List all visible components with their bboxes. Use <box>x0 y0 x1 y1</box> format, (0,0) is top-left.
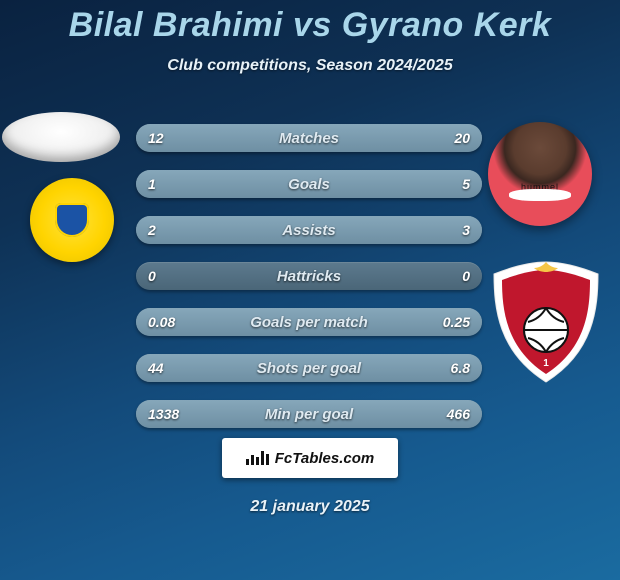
stat-value-left: 2 <box>148 216 156 244</box>
date-text: 21 january 2025 <box>0 498 620 516</box>
stat-value-left: 0.08 <box>148 308 175 336</box>
club-crest-left <box>30 178 114 262</box>
stat-value-right: 20 <box>454 124 470 152</box>
player2-name: Gyrano Kerk <box>342 6 552 44</box>
stat-label: Goals per match <box>136 308 482 336</box>
vs-text: vs <box>293 6 332 44</box>
player1-photo <box>2 112 120 162</box>
eagle-icon <box>30 178 114 262</box>
stat-value-right: 5 <box>462 170 470 198</box>
brand-badge: FcTables.com <box>222 438 398 478</box>
stat-row: Hattricks0 0 <box>136 262 482 290</box>
stat-value-left: 44 <box>148 354 164 382</box>
svg-text:1: 1 <box>543 358 549 369</box>
stat-value-left: 1338 <box>148 400 179 428</box>
jersey-brand: hummel <box>488 182 592 192</box>
stat-value-left: 0 <box>148 262 156 290</box>
player1-name: Bilal Brahimi <box>69 6 283 44</box>
stats-container: Matches12 20 Goals1 5 Assists2 3 Hattricks0 0 Go… <box>136 124 482 446</box>
stat-value-right: 466 <box>447 400 470 428</box>
chart-icon <box>246 451 269 465</box>
stat-value-right: 0.25 <box>443 308 470 336</box>
stat-row: Matches12 20 <box>136 124 482 152</box>
club-crest-right: 1 <box>486 258 606 386</box>
brand-text: FcTables.com <box>275 450 374 467</box>
stat-row: Min per goal1338 466 <box>136 400 482 428</box>
stat-label: Matches <box>136 124 482 152</box>
stat-row: Goals per match0.08 0.25 <box>136 308 482 336</box>
stat-label: Min per goal <box>136 400 482 428</box>
page-title: Bilal Brahimi vs Gyrano Kerk <box>0 0 620 45</box>
subtitle: Club competitions, Season 2024/2025 <box>0 57 620 75</box>
stat-row: Assists2 3 <box>136 216 482 244</box>
stat-label: Shots per goal <box>136 354 482 382</box>
stat-row: Goals1 5 <box>136 170 482 198</box>
stat-label: Assists <box>136 216 482 244</box>
stat-label: Goals <box>136 170 482 198</box>
stat-value-right: 6.8 <box>451 354 470 382</box>
stat-value-right: 0 <box>462 262 470 290</box>
stat-row: Shots per goal44 6.8 <box>136 354 482 382</box>
stat-label: Hattricks <box>136 262 482 290</box>
stat-value-left: 12 <box>148 124 164 152</box>
player2-photo: hummel <box>488 122 592 226</box>
shield-icon: 1 <box>486 258 606 386</box>
stat-value-left: 1 <box>148 170 156 198</box>
stat-value-right: 3 <box>462 216 470 244</box>
